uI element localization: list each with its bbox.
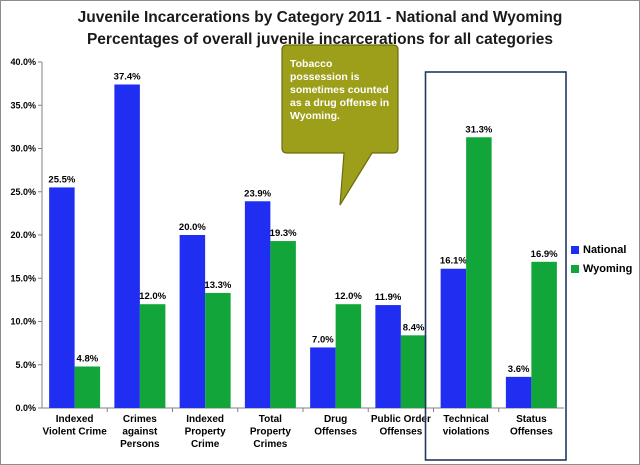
bar-national [440,268,467,408]
data-label: 20.0% [179,222,206,233]
x-category-label: Violent Crime [42,427,107,438]
x-category-label: Indexed [56,414,94,425]
x-category-label: Drug [324,414,347,425]
legend-item-wyoming: Wyoming [571,259,632,278]
bar-wyoming [205,292,231,408]
data-label: 8.4% [403,322,425,333]
y-tick-label: 40.0% [10,57,36,67]
bar-national [244,201,271,408]
x-category-label: against [122,427,158,438]
x-category-label: Property [250,427,292,438]
y-tick-label: 35.0% [10,100,36,110]
data-label: 37.4% [114,71,141,82]
x-category-label: Crimes [123,414,157,425]
y-tick-label: 10.0% [10,317,36,327]
x-category-label: Persons [120,439,160,450]
bar-national [179,235,206,408]
bar-national [310,347,336,408]
bar-national [505,376,532,408]
x-category-label: Indexed [186,414,224,425]
legend: National Wyoming [571,240,632,278]
data-label: 16.9% [531,249,558,260]
bar-wyoming [139,304,166,408]
data-label: 13.3% [204,280,231,291]
data-label: 3.6% [508,364,530,375]
callout-bubble [281,44,399,206]
data-label: 25.5% [48,174,75,185]
x-category-label: Crime [191,439,220,450]
data-label: 31.3% [465,124,492,135]
x-category-label: violations [443,427,490,438]
bar-wyoming [400,335,427,408]
callout-annotation: Tobacco possession is sometimes counted … [290,58,390,122]
legend-item-national: National [571,240,632,259]
x-category-label: Offenses [379,427,422,438]
highlight-box [424,71,567,461]
y-tick-label: 25.0% [10,187,36,197]
data-label: 4.8% [77,353,99,364]
data-label: 7.0% [312,334,334,345]
legend-label-national: National [583,243,627,256]
x-category-label: Offenses [314,427,357,438]
y-tick-label: 0.0% [15,403,36,413]
chart-subtitle: Percentages of overall juvenile incarcer… [86,31,554,48]
x-category-label: Crimes [253,439,287,450]
y-tick-label: 5.0% [15,360,36,370]
chart-title: Juvenile Incarcerations by Category 2011… [77,9,563,26]
bar-wyoming [531,261,557,408]
bar-national [375,305,401,408]
bar-national [114,84,140,409]
y-tick-label: 15.0% [10,273,36,283]
bar-wyoming [335,304,362,408]
x-category-label: Public Order [371,414,431,425]
y-tick-label: 30.0% [10,144,36,154]
bar-national [49,187,75,408]
x-category-label: Total [259,414,282,425]
legend-label-wyoming: Wyoming [583,262,633,275]
y-tick-label: 20.0% [10,230,36,240]
x-category-label: Property [185,427,227,438]
legend-swatch-wyoming [571,264,579,273]
bar-wyoming [74,366,101,408]
data-label: 16.1% [440,256,467,267]
bar-wyoming [466,137,492,408]
x-category-label: Technical [443,414,489,425]
data-label: 11.9% [375,292,402,303]
data-label: 12.0% [335,291,362,302]
data-label: 12.0% [139,291,166,302]
x-category-label: Status [516,414,547,425]
data-label: 19.3% [270,228,297,239]
bar-wyoming [270,241,296,408]
data-label: 23.9% [244,188,271,199]
legend-swatch-national [571,245,579,254]
x-category-label: Offenses [510,427,553,438]
